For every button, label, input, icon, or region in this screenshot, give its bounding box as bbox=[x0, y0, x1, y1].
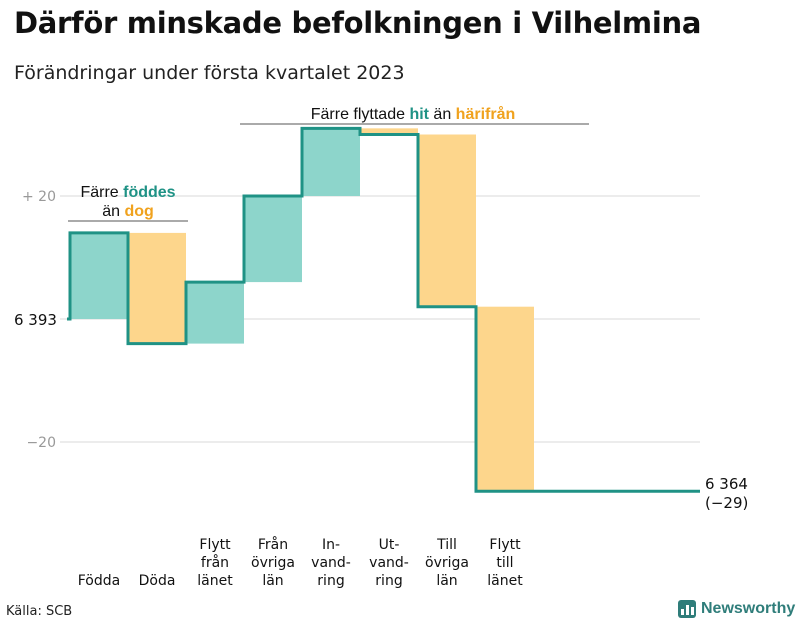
annotation-moves-highlight-out: härifrån bbox=[456, 105, 516, 123]
annotation-moves-line1: Färre flyttade hit än härifrån bbox=[311, 105, 516, 123]
bar-0 bbox=[70, 232, 128, 319]
annotation-moves: Färre flyttade hit än härifrån bbox=[240, 105, 589, 125]
annotation-births-highlight-died: dog bbox=[124, 203, 153, 220]
bars-layer bbox=[70, 128, 534, 492]
bar-1 bbox=[128, 232, 186, 344]
annotation-births-part2: än bbox=[102, 203, 124, 220]
category-label-3-0: Från bbox=[258, 536, 288, 553]
chart-title: Därför minskade befolkningen i Vilhelmin… bbox=[14, 6, 702, 40]
annotation-moves-highlight-in: hit bbox=[409, 106, 429, 123]
end-change-label: (−29) bbox=[705, 494, 748, 512]
line-layer bbox=[67, 126, 700, 493]
y-tick-label-1: −20 bbox=[26, 435, 56, 451]
category-label-2-0: Flytt bbox=[199, 537, 231, 553]
category-label-6-1: övriga bbox=[425, 555, 469, 571]
bar-3 bbox=[244, 196, 302, 283]
category-label-4-1: vand- bbox=[311, 555, 351, 571]
start-value-label: 6 393 bbox=[14, 311, 57, 329]
logo-text: Newsworthy bbox=[701, 600, 796, 617]
bar-2 bbox=[186, 282, 244, 344]
category-label-6-0: Till bbox=[436, 537, 457, 553]
cumulative-line bbox=[67, 126, 700, 493]
category-label-7-2: länet bbox=[487, 573, 523, 589]
category-label-4-0: In- bbox=[322, 537, 340, 553]
category-label-0-0: Födda bbox=[78, 573, 120, 589]
category-label-3-1: övriga bbox=[251, 555, 295, 571]
bar-4 bbox=[302, 128, 360, 196]
annotation-births-line2: än dog bbox=[102, 203, 154, 220]
category-label-4-2: ring bbox=[317, 573, 344, 589]
bar-chart-logo-icon bbox=[678, 600, 696, 618]
source-note: Källa: SCB bbox=[6, 604, 73, 619]
bar-6 bbox=[418, 134, 476, 307]
category-label-3-2: län bbox=[262, 573, 283, 589]
category-label-6-2: län bbox=[436, 573, 457, 589]
end-value-label: 6 364 bbox=[705, 475, 748, 493]
category-label-1-0: Döda bbox=[139, 573, 176, 589]
bar-7 bbox=[476, 306, 534, 492]
newsworthy-logo: Newsworthy bbox=[678, 600, 795, 618]
annotation-moves-part2: än bbox=[429, 106, 456, 123]
annotation-births-highlight-born: föddes bbox=[123, 184, 176, 201]
bar-5 bbox=[360, 128, 418, 135]
category-label-5-1: vand- bbox=[369, 555, 409, 571]
annotation-moves-part1: Färre flyttade bbox=[311, 106, 410, 123]
category-label-7-0: Flytt bbox=[489, 537, 521, 553]
y-tick-label-0: + 20 bbox=[22, 189, 56, 205]
chart-subtitle: Förändringar under första kvartalet 2023 bbox=[14, 62, 405, 84]
category-label-5-2: ring bbox=[375, 573, 402, 589]
category-label-5-0: Ut- bbox=[379, 537, 400, 553]
annotation-births: Färre föddes än dog bbox=[68, 184, 188, 222]
annotation-births-line1: Färre föddes bbox=[80, 184, 175, 201]
annotation-births-part1: Färre bbox=[80, 184, 123, 201]
category-label-2-1: från bbox=[201, 554, 229, 571]
category-label-2-2: länet bbox=[197, 573, 233, 589]
category-label-7-1: till bbox=[496, 555, 513, 571]
